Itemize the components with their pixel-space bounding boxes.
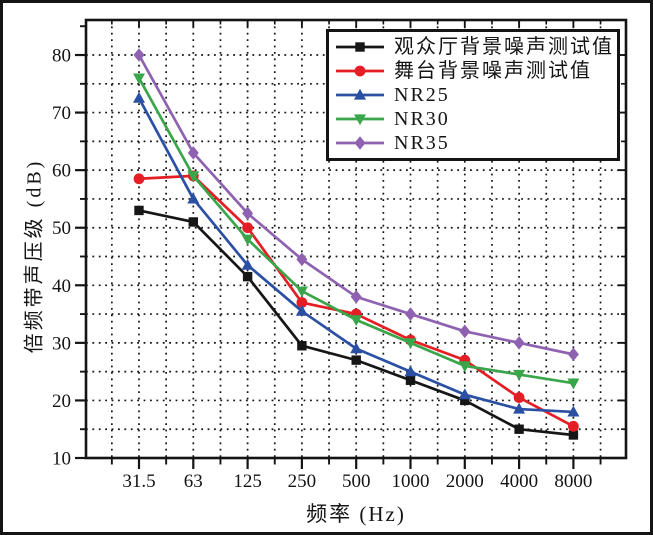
legend-item-nr30: NR30 [333, 107, 617, 131]
legend-key-green-triangle-down-icon [336, 114, 384, 126]
tick-labels: 10 20 30 40 50 60 70 80 31.5 63 125 250 500 1000 2000 4… [52, 46, 592, 492]
y-tick-label: 20 [52, 391, 71, 412]
y-tick-label: 10 [52, 449, 71, 470]
x-tick-label: 4000 [500, 471, 538, 492]
y-tick-label: 70 [52, 103, 71, 124]
legend-label: 舞台背景噪声测试值 [394, 60, 592, 82]
legend-label: 观众厅背景噪声测试值 [394, 36, 614, 58]
legend-box: 观众厅背景噪声测试值 舞台背景噪声测试值 NR25 NR30 NR35 [326, 29, 620, 161]
legend-key-blue-triangle-up-icon [336, 88, 384, 100]
x-tick-label: 31.5 [122, 471, 155, 492]
series-nr30 [133, 73, 580, 390]
legend-item-nr25: NR25 [333, 83, 617, 107]
legend-item-nr35: NR35 [333, 131, 617, 155]
plot-area: 10 20 30 40 50 60 70 80 31.5 63 125 250 500 1000 2000 4… [52, 18, 628, 492]
y-axis-title: 倍频带声压级 (dB) [23, 158, 46, 354]
series-nr35 [133, 48, 579, 362]
series-audience-hall-noise [134, 205, 579, 440]
series-nr25 [133, 91, 580, 417]
legend-item-audience-hall-noise: 观众厅背景噪声测试值 [333, 35, 617, 59]
x-tick-label: 500 [342, 471, 371, 492]
x-tick-label: 125 [233, 471, 262, 492]
x-tick-label: 250 [288, 471, 317, 492]
legend-key-red-circle-icon [336, 65, 384, 77]
grid [86, 20, 626, 458]
y-tick-label: 30 [52, 333, 71, 354]
legend-label: NR25 [394, 84, 450, 106]
x-tick-label: 8000 [554, 471, 592, 492]
legend-label: NR35 [394, 132, 450, 154]
y-tick-label: 50 [52, 218, 71, 239]
legend-key-purple-diamond-icon [336, 136, 384, 150]
x-tick-label: 2000 [446, 471, 484, 492]
x-axis-title: 频率 (Hz) [306, 502, 406, 526]
x-tick-label: 63 [184, 471, 203, 492]
axis-ticks [75, 20, 626, 469]
y-tick-label: 40 [52, 276, 71, 297]
x-tick-label: 1000 [392, 471, 430, 492]
y-tick-label: 80 [52, 46, 71, 67]
y-tick-label: 60 [52, 161, 71, 182]
legend-label: NR30 [394, 108, 450, 130]
legend-item-stage-noise: 舞台背景噪声测试值 [333, 59, 617, 83]
legend-key-black-square-icon [336, 42, 384, 52]
